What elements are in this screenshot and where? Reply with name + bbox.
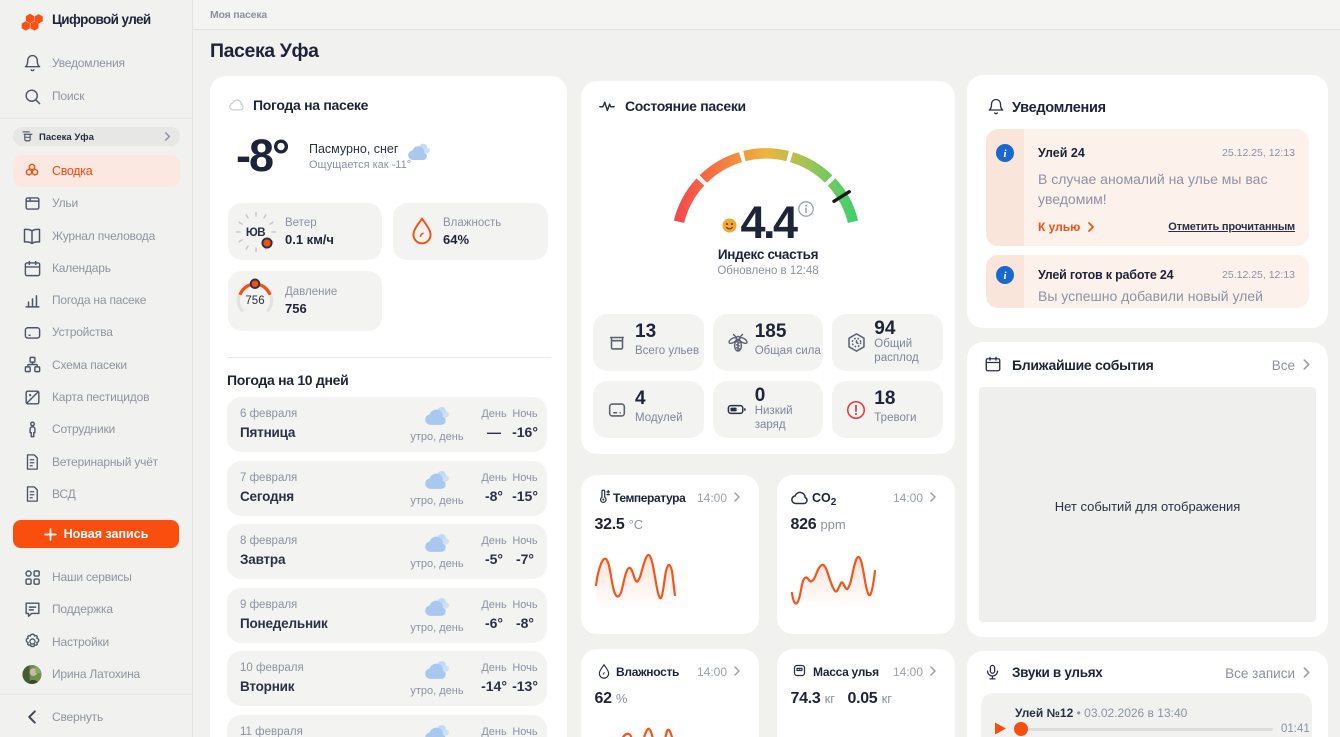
svg-text:i: i — [1003, 270, 1007, 282]
svg-text:ЮВ: ЮВ — [246, 227, 265, 239]
svg-text:756: 756 — [245, 295, 264, 307]
svg-text:i: i — [1003, 148, 1007, 160]
